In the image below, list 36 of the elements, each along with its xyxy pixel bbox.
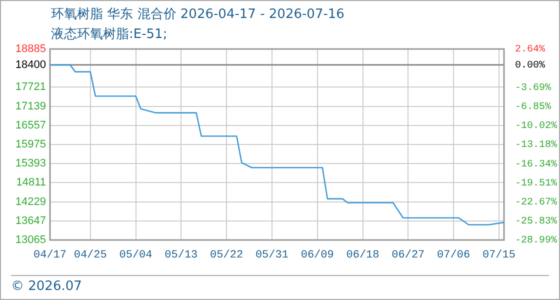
x-tick-label: 06/27 bbox=[392, 250, 425, 262]
y-tick-label: 13647 bbox=[15, 214, 46, 227]
y2-tick-label: -16.34% bbox=[515, 159, 558, 170]
y-tick-label: 15975 bbox=[15, 138, 46, 151]
x-tick-label: 06/18 bbox=[346, 250, 380, 262]
chart-subtitle: 液态环氧树脂:E-51; bbox=[51, 26, 168, 43]
text: © 2026.07 bbox=[11, 275, 549, 294]
x-tick-label: 05/13 bbox=[164, 250, 198, 262]
x-tick-label: 04/17 bbox=[33, 250, 67, 262]
y-tick-label: 14811 bbox=[16, 176, 46, 189]
x-tick-label: 07/06 bbox=[437, 250, 470, 262]
y2-tick-label: -6.85% bbox=[515, 102, 552, 113]
chart-title: 环氧树脂 华东 混合价 2026-04-17 - 2026-07-16 bbox=[51, 6, 344, 23]
x-tick-label: 04/25 bbox=[74, 250, 107, 262]
y-tick-label: 13065 bbox=[15, 234, 46, 246]
x-tick-label: 05/31 bbox=[255, 250, 289, 262]
y2-tick-label: 2.64% bbox=[515, 44, 546, 56]
y2-tick-label: -25.83% bbox=[515, 216, 558, 228]
x-tick-label: 05/22 bbox=[210, 250, 244, 262]
y2-tick-label: -13.18% bbox=[515, 140, 558, 152]
y-tick-label: 14229 bbox=[15, 196, 46, 208]
y-tick-label: 18400 bbox=[15, 58, 46, 71]
y-tick-label: 17721 bbox=[15, 81, 46, 94]
y-tick-label: 16557 bbox=[15, 119, 46, 132]
y2-tick-label: -10.02% bbox=[515, 121, 558, 132]
y2-tick-label: -28.99% bbox=[515, 236, 558, 247]
x-tick-label: 06/09 bbox=[300, 250, 334, 262]
y-tick-label: 17139 bbox=[15, 100, 46, 112]
y-tick-label: 15393 bbox=[15, 158, 46, 170]
y-tick-label: 18885 bbox=[15, 43, 46, 56]
x-tick-label: 07/15 bbox=[482, 250, 516, 262]
x-tick-label: 05/04 bbox=[119, 250, 153, 262]
y2-tick-label: -22.67% bbox=[515, 197, 558, 208]
y2-tick-label: 0.00% bbox=[515, 60, 546, 72]
y2-tick-label: -19.51% bbox=[515, 178, 558, 190]
y2-tick-label: -3.69% bbox=[515, 82, 552, 94]
